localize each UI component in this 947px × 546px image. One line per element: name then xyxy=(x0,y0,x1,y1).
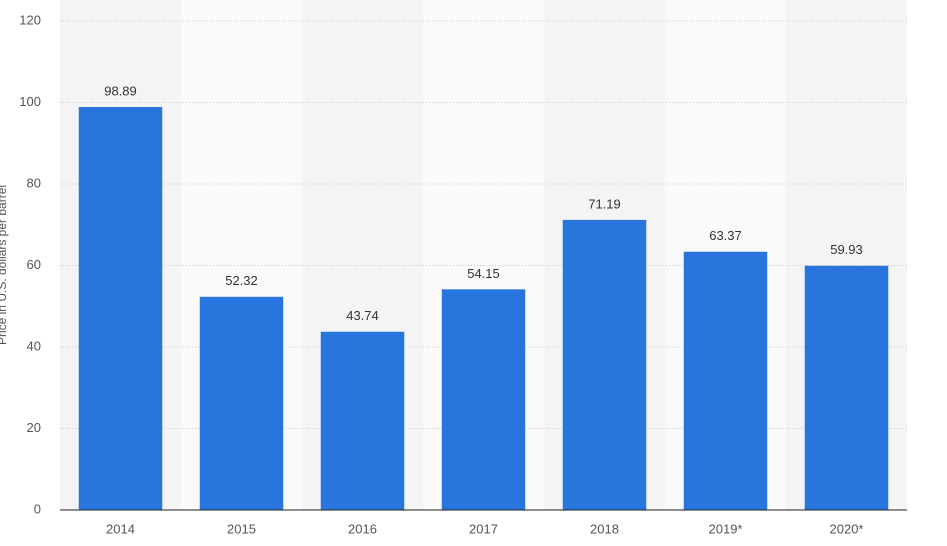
bar xyxy=(78,107,163,510)
y-tick-label: 20 xyxy=(27,420,41,435)
x-tick-label: 2020* xyxy=(830,521,864,536)
data-label: 98.89 xyxy=(104,83,137,98)
y-tick-label: 80 xyxy=(27,175,41,190)
bar xyxy=(199,296,284,510)
data-label: 71.19 xyxy=(588,196,621,211)
bar xyxy=(441,289,526,510)
x-tick-label: 2018 xyxy=(590,521,619,536)
data-label: 59.93 xyxy=(830,242,863,257)
bar xyxy=(683,251,768,510)
data-label: 63.37 xyxy=(709,228,742,243)
y-tick-label: 0 xyxy=(34,501,41,516)
x-tick-label: 2017 xyxy=(469,521,498,536)
y-axis-label: Price in U.S. dollars per barrel xyxy=(0,185,9,345)
y-tick-label: 120 xyxy=(19,12,41,27)
data-label: 52.32 xyxy=(225,273,258,288)
x-tick-label: 2019* xyxy=(709,521,743,536)
bar xyxy=(804,265,889,510)
x-tick-label: 2014 xyxy=(106,521,135,536)
y-tick-label: 60 xyxy=(27,257,41,272)
y-tick-label: 100 xyxy=(19,94,41,109)
data-label: 54.15 xyxy=(467,266,500,281)
bar xyxy=(562,219,647,510)
data-label: 43.74 xyxy=(346,308,379,323)
x-tick-label: 2016 xyxy=(348,521,377,536)
x-tick-label: 2015 xyxy=(227,521,256,536)
bar xyxy=(320,331,405,510)
y-tick-label: 40 xyxy=(27,338,41,353)
